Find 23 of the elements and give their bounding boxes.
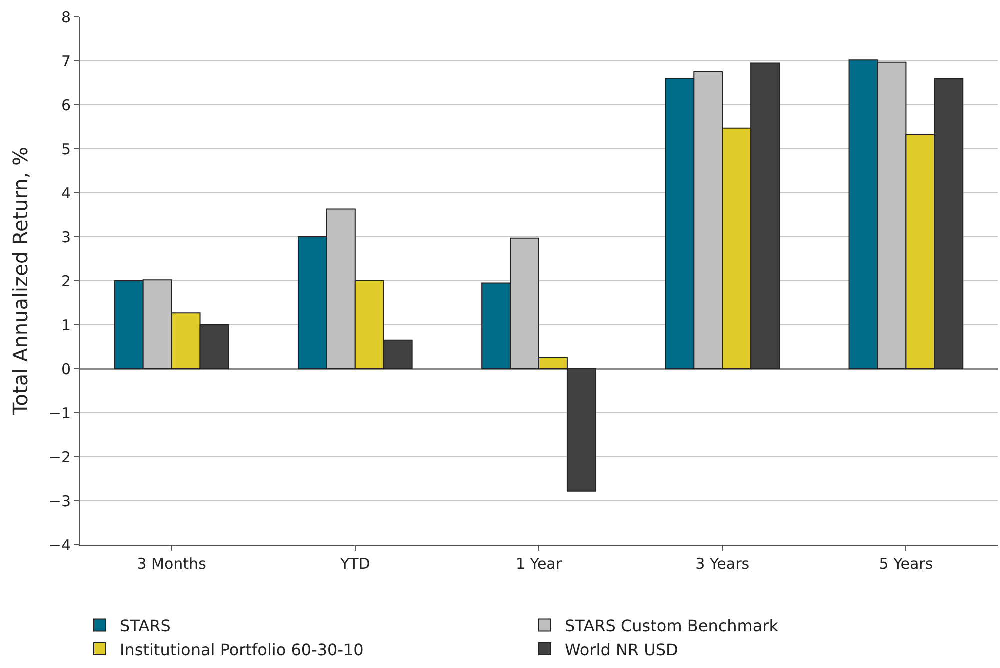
y-tick-label: 2 [61,272,71,290]
x-tick-label: 3 Years [696,555,750,573]
y-tick-label: −2 [48,448,71,466]
x-tick-label: 3 Months [137,555,207,573]
x-tick-label: YTD [339,555,370,573]
y-tick-label: 7 [61,52,71,70]
x-tick-label: 5 Years [879,555,934,573]
y-axis-title: Total Annualized Return, % [8,146,32,416]
y-tick-label: 4 [61,184,71,202]
y-tick-label: −1 [48,404,71,422]
y-tick-label: 0 [61,360,71,378]
legend-label: STARS [120,616,171,636]
legend-label: Institutional Portfolio 60-30-10 [120,640,364,660]
x-tick-label: 1 Year [516,555,563,573]
legend-label: World NR USD [565,640,678,660]
legend-label: STARS Custom Benchmark [565,616,780,636]
y-tick-label: −4 [48,536,71,554]
y-tick-label: 1 [61,316,71,334]
y-tick-label: −3 [48,492,71,510]
y-tick-label: 6 [61,96,71,114]
y-tick-label: 8 [61,8,71,26]
y-tick-label: 3 [61,228,71,246]
y-tick-label: 5 [61,140,71,158]
